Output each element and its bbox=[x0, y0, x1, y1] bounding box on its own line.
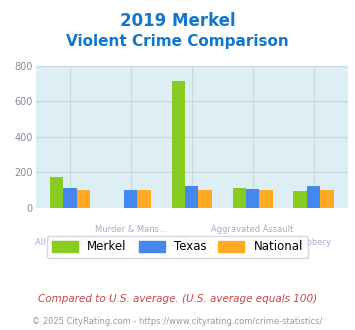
Bar bbox=[260, 190, 273, 208]
Bar bbox=[233, 187, 246, 208]
Bar bbox=[124, 190, 137, 208]
Text: 2019 Merkel: 2019 Merkel bbox=[120, 13, 235, 30]
Text: Rape: Rape bbox=[181, 239, 202, 248]
Text: Violent Crime Comparison: Violent Crime Comparison bbox=[66, 34, 289, 49]
Bar bbox=[137, 190, 151, 208]
Bar bbox=[294, 191, 307, 208]
Bar bbox=[246, 189, 260, 208]
Legend: Merkel, Texas, National: Merkel, Texas, National bbox=[47, 236, 308, 258]
Bar bbox=[198, 190, 212, 208]
Text: All Violent Crime: All Violent Crime bbox=[35, 239, 105, 248]
Text: © 2025 CityRating.com - https://www.cityrating.com/crime-statistics/: © 2025 CityRating.com - https://www.city… bbox=[32, 317, 323, 326]
Bar bbox=[320, 190, 334, 208]
Bar bbox=[77, 190, 90, 208]
Text: Murder & Mans...: Murder & Mans... bbox=[95, 225, 167, 234]
Text: Aggravated Assault: Aggravated Assault bbox=[212, 225, 294, 234]
Bar bbox=[185, 186, 198, 208]
Bar bbox=[63, 187, 77, 208]
Bar bbox=[171, 81, 185, 208]
Bar bbox=[50, 177, 63, 208]
Text: Robbery: Robbery bbox=[296, 239, 331, 248]
Text: Compared to U.S. average. (U.S. average equals 100): Compared to U.S. average. (U.S. average … bbox=[38, 294, 317, 304]
Bar bbox=[307, 186, 320, 208]
